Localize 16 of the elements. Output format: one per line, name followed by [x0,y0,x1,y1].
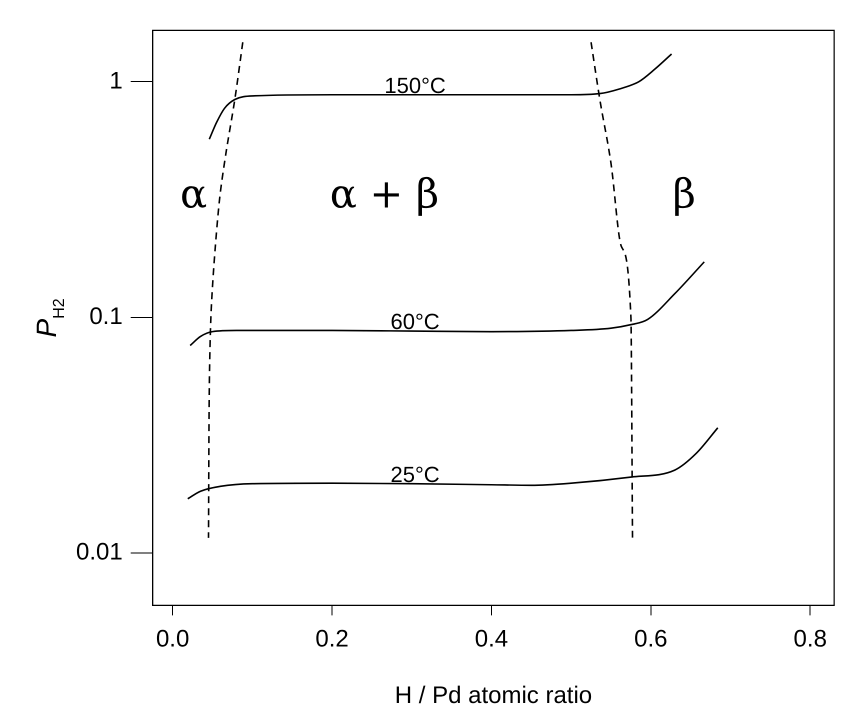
annotation: β [672,172,696,218]
y-tick-label: 1 [109,67,123,94]
x-tick-label: 0.6 [634,625,668,652]
series-label: 150°C [384,72,446,98]
annotation: α [180,172,208,218]
y-axis-title: PH2 [31,298,68,338]
x-tick-label: 0.2 [315,625,349,652]
series-label: 60°C [390,309,440,334]
series-label: 25°C [390,462,440,487]
y-tick-label: 0.1 [89,303,123,330]
y-tick-label: 0.01 [76,538,123,566]
annotation: α + β [330,172,439,218]
x-tick-label: 0.4 [474,625,508,652]
x-axis-title: H / Pd atomic ratio [394,682,592,710]
x-tick-label: 0.0 [156,625,190,652]
x-tick-label: 0.8 [794,625,827,652]
